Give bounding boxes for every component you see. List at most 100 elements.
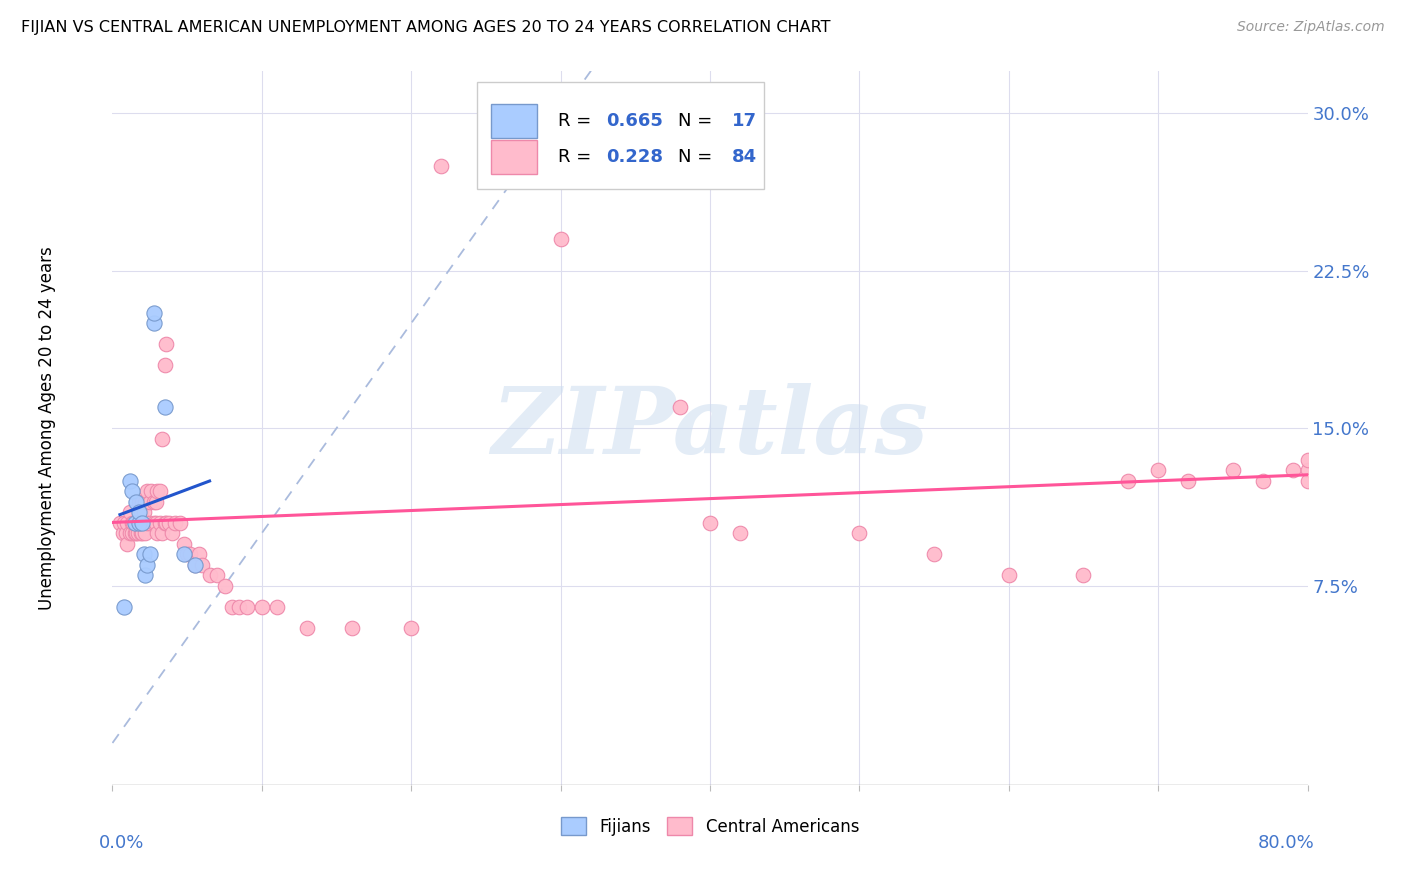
Point [146, 526, 169, 541]
Text: 0.0%: 0.0% [98, 834, 143, 852]
Point [143, 516, 166, 530]
Point [221, 599, 243, 614]
Point [128, 516, 150, 530]
Point [125, 516, 148, 530]
Point [131, 494, 153, 508]
Point [1296, 452, 1319, 467]
Point [1281, 463, 1303, 477]
Point [1177, 474, 1199, 488]
Point [401, 621, 423, 635]
Point [236, 599, 259, 614]
Text: 80.0%: 80.0% [1258, 834, 1315, 852]
Point [143, 494, 166, 508]
Point [127, 526, 149, 541]
Point [150, 432, 173, 446]
Point [205, 568, 228, 582]
Point [134, 526, 156, 541]
Point [1118, 474, 1140, 488]
Point [669, 400, 692, 414]
Point [430, 159, 453, 173]
Text: 0.665: 0.665 [606, 112, 664, 130]
Point [188, 547, 211, 561]
Text: FIJIAN VS CENTRAL AMERICAN UNEMPLOYMENT AMONG AGES 20 TO 24 YEARS CORRELATION CH: FIJIAN VS CENTRAL AMERICAN UNEMPLOYMENT … [21, 20, 831, 35]
Text: 0.228: 0.228 [606, 148, 664, 166]
Point [228, 599, 250, 614]
Point [149, 484, 172, 499]
Point [139, 494, 162, 508]
Bar [491, 140, 537, 174]
Point [153, 358, 176, 372]
Point [214, 578, 236, 592]
Point [115, 526, 138, 541]
Point [141, 484, 163, 499]
Point [176, 547, 198, 561]
Point [135, 516, 157, 530]
Point [122, 516, 145, 530]
Point [179, 547, 201, 561]
Text: Unemployment Among Ages 20 to 24 years: Unemployment Among Ages 20 to 24 years [38, 246, 56, 610]
Text: ZIPatlas: ZIPatlas [492, 384, 928, 473]
Point [149, 516, 172, 530]
Point [173, 536, 195, 550]
Point [143, 316, 166, 330]
Point [125, 494, 148, 508]
Point [150, 526, 173, 541]
Point [128, 505, 150, 519]
Point [121, 516, 143, 530]
Point [146, 484, 169, 499]
Point [117, 536, 139, 550]
Text: R =: R = [558, 112, 598, 130]
Point [475, 169, 498, 184]
Point [295, 621, 318, 635]
Point [1251, 474, 1274, 488]
Point [108, 516, 131, 530]
Text: 84: 84 [731, 148, 756, 166]
Point [117, 516, 139, 530]
Point [114, 599, 135, 614]
Point [132, 505, 155, 519]
Point [111, 526, 134, 541]
Point [183, 558, 205, 572]
Point [183, 558, 205, 572]
Point [848, 526, 870, 541]
Point [169, 516, 191, 530]
Point [340, 621, 363, 635]
Point [922, 547, 945, 561]
Point [121, 526, 143, 541]
Point [124, 516, 146, 530]
Point [1222, 463, 1244, 477]
Point [120, 474, 142, 488]
Point [129, 526, 152, 541]
Point [155, 337, 177, 351]
Text: Source: ZipAtlas.com: Source: ZipAtlas.com [1237, 20, 1385, 34]
Point [129, 505, 152, 519]
Point [128, 516, 150, 530]
Point [173, 547, 195, 561]
Point [157, 516, 180, 530]
Point [139, 516, 162, 530]
Point [699, 516, 721, 530]
Point [550, 232, 572, 246]
Point [128, 494, 150, 508]
Legend: Fijians, Central Americans: Fijians, Central Americans [554, 811, 866, 842]
Point [125, 526, 148, 541]
Point [998, 568, 1021, 582]
Point [143, 306, 166, 320]
Point [165, 516, 187, 530]
Point [153, 516, 176, 530]
Text: N =: N = [678, 112, 717, 130]
Point [728, 526, 751, 541]
Text: R =: R = [558, 148, 598, 166]
Point [145, 494, 167, 508]
Point [153, 400, 176, 414]
Point [131, 526, 153, 541]
Point [1296, 463, 1319, 477]
Point [198, 568, 221, 582]
FancyBboxPatch shape [477, 82, 763, 189]
Point [1147, 463, 1170, 477]
Bar [491, 104, 537, 138]
Point [120, 526, 142, 541]
Point [1296, 474, 1319, 488]
Point [266, 599, 288, 614]
Point [135, 484, 157, 499]
